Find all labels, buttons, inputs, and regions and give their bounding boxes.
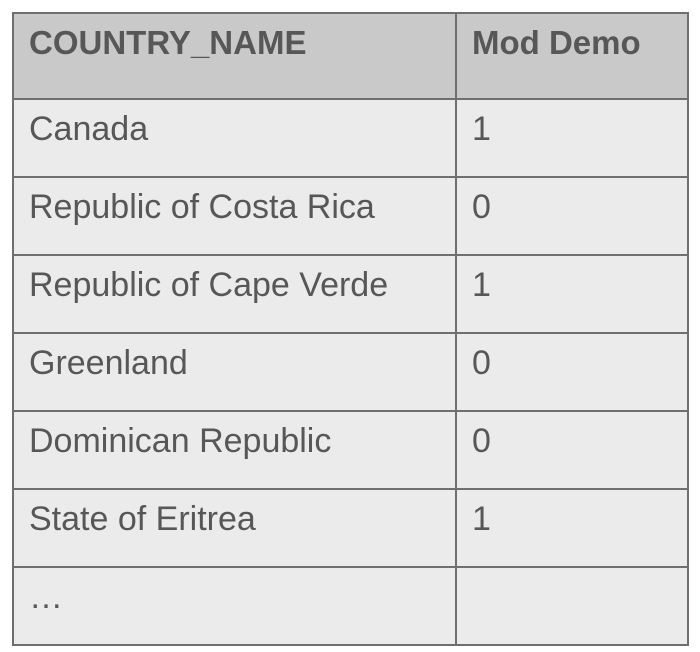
- country-name-cell: State of Eritrea: [12, 488, 457, 568]
- mod-demo-cell: 0: [455, 332, 689, 412]
- mod-demo-cell: 0: [455, 410, 689, 490]
- table-row: State of Eritrea 1: [12, 488, 689, 568]
- column-header-country-name: COUNTRY_NAME: [12, 12, 457, 100]
- country-name-cell: Republic of Cape Verde: [12, 254, 457, 334]
- country-table: COUNTRY_NAME Mod Demo Canada 1 Republic …: [12, 12, 689, 646]
- mod-demo-cell: 1: [455, 488, 689, 568]
- country-name-cell: Dominican Republic: [12, 410, 457, 490]
- country-name-cell: Greenland: [12, 332, 457, 412]
- table-row: Republic of Cape Verde 1: [12, 254, 689, 334]
- table-row: Canada 1: [12, 98, 689, 178]
- country-name-cell: Canada: [12, 98, 457, 178]
- table-row-ellipsis: …: [12, 566, 689, 646]
- table-row: Greenland 0: [12, 332, 689, 412]
- country-name-cell: Republic of Costa Rica: [12, 176, 457, 256]
- header-row: COUNTRY_NAME Mod Demo: [12, 12, 689, 100]
- table-row: Republic of Costa Rica 0: [12, 176, 689, 256]
- mod-demo-cell: 1: [455, 98, 689, 178]
- ellipsis-cell: …: [12, 566, 457, 646]
- mod-demo-cell: 1: [455, 254, 689, 334]
- column-header-mod-demo: Mod Demo: [455, 12, 689, 100]
- empty-cell: [455, 566, 689, 646]
- mod-demo-cell: 0: [455, 176, 689, 256]
- table-row: Dominican Republic 0: [12, 410, 689, 490]
